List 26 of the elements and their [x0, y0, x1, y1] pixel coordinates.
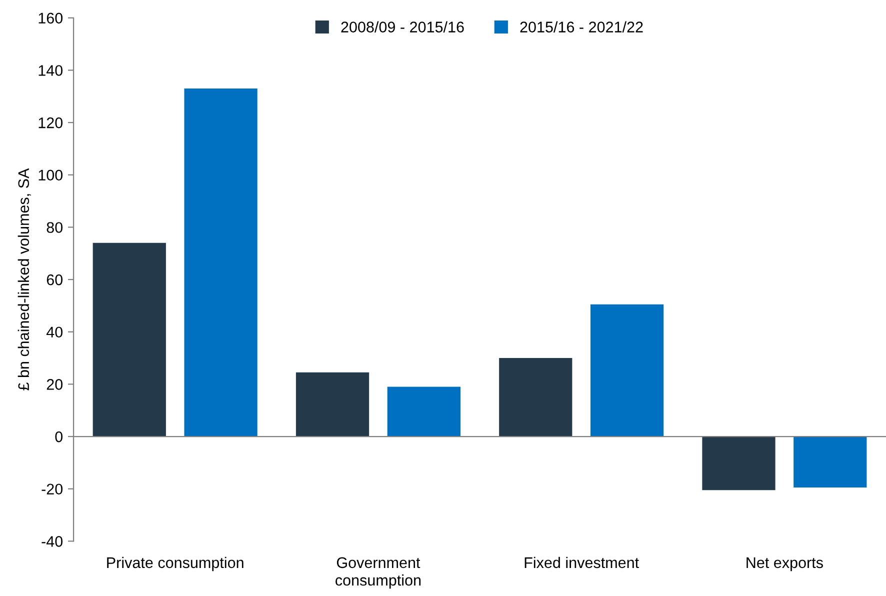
y-tick-label: 60: [46, 274, 63, 286]
legend-label: 2015/16 - 2021/22: [520, 21, 643, 32]
y-tick-label: 20: [46, 379, 63, 390]
bar: [590, 304, 664, 437]
bar: [702, 436, 776, 490]
y-tick-label: 0: [55, 431, 63, 442]
bar: [184, 88, 258, 437]
bar: [296, 372, 370, 437]
x-tick-label: Private consumption: [107, 556, 244, 572]
y-tick-label: 100: [38, 170, 63, 181]
bar: [92, 242, 166, 437]
x-tick-label: Fixed investment: [524, 556, 639, 568]
y-tick-label: 160: [38, 12, 63, 24]
y-tick-label: 120: [38, 117, 63, 128]
legend-label: 2008/09 - 2015/16: [341, 21, 464, 32]
bar: [499, 358, 572, 437]
y-tick-label: -40: [42, 536, 63, 547]
bar: [387, 386, 460, 437]
y-axis-title: £ bn chained-linked volumes, SA: [18, 168, 31, 390]
y-tick-label: 80: [46, 222, 63, 233]
y-tick-label: 140: [38, 65, 63, 76]
x-tick-label: Net exports: [746, 557, 823, 572]
bar: [794, 436, 867, 488]
x-tick-label: Government consumption: [336, 557, 421, 589]
y-tick-label: -20: [42, 484, 63, 495]
y-tick-label: 40: [46, 326, 63, 338]
